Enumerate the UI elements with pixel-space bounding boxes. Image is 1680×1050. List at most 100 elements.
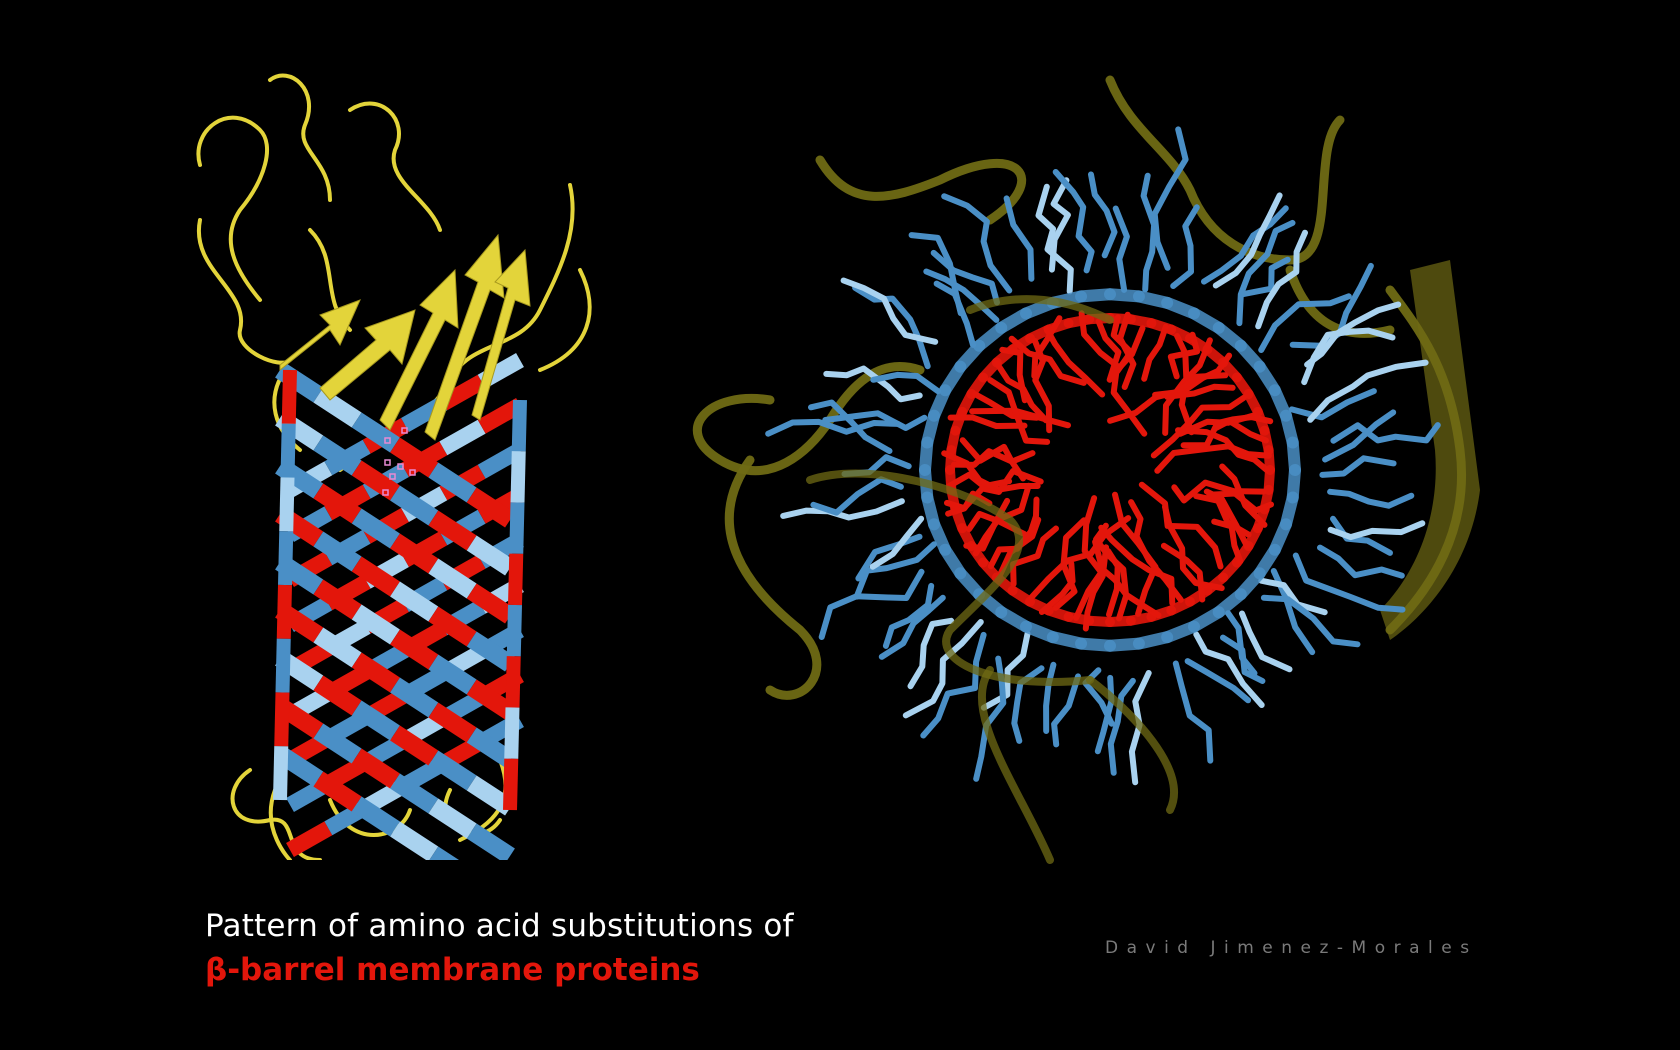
red-sidechain	[1138, 481, 1224, 570]
strand-segment	[351, 652, 400, 693]
strand-arrow-2	[379, 268, 459, 431]
foreground-loops	[806, 295, 1178, 864]
blue-sidechain	[878, 594, 946, 660]
strand-segment	[510, 451, 526, 503]
red-sidechain	[1160, 542, 1206, 603]
caption: Pattern of amino acid substitutions of β…	[205, 905, 905, 993]
strand-19	[503, 399, 527, 811]
blue-sidechain	[1088, 171, 1118, 259]
blue-sidechain	[920, 631, 987, 739]
olive-front-loop-1	[1086, 676, 1178, 814]
blue-sidechains	[765, 126, 1441, 786]
strand-segment	[428, 558, 477, 599]
strand-segment	[390, 725, 439, 766]
strand-18	[273, 369, 297, 801]
blue-sidechain	[930, 249, 1000, 306]
red-sidechain	[972, 391, 1040, 421]
red-sidechain	[1154, 443, 1272, 474]
strand-segment	[390, 773, 439, 814]
strand-segment	[390, 437, 439, 478]
marker-6	[382, 489, 389, 496]
blue-sidechain	[869, 515, 925, 570]
red-sidechains	[941, 310, 1275, 632]
strand-16	[275, 698, 515, 860]
marker-3	[397, 463, 404, 470]
olive-loop-2	[724, 455, 822, 700]
strand-segment	[428, 750, 477, 791]
strand-segment	[466, 679, 515, 720]
strand-segment	[466, 823, 515, 860]
red-sidechain	[1038, 560, 1076, 615]
blue-sidechain	[882, 582, 935, 649]
red-sidechain	[1203, 488, 1250, 549]
strand-segment	[351, 460, 400, 501]
red-sidechain	[1141, 323, 1169, 382]
strand-segment	[428, 510, 477, 551]
marker-5	[389, 473, 396, 480]
blue-sidechain	[902, 619, 984, 719]
red-sidechain	[1150, 394, 1247, 459]
blue-sidechain	[1043, 661, 1057, 734]
blue-sidechain	[1304, 301, 1402, 368]
blue-sidechain	[1258, 577, 1328, 616]
blue-sidechain	[1107, 677, 1136, 776]
strand-arrow-1	[319, 309, 416, 401]
strand-segment	[503, 758, 519, 811]
blue-sidechain	[1330, 515, 1393, 556]
strand-segment	[351, 556, 400, 597]
strand-segment	[351, 700, 400, 741]
loop-ribbon-0	[196, 115, 270, 302]
red-backbone-segment	[1263, 445, 1275, 475]
red-sidechain	[1164, 383, 1236, 400]
red-sidechain	[1162, 337, 1213, 436]
strand-segment	[313, 531, 362, 572]
strand-segment	[351, 412, 400, 453]
blue-sidechain	[1052, 169, 1095, 274]
blue-sidechain	[1151, 126, 1189, 271]
strand-segment	[280, 423, 296, 478]
strand-segment	[274, 692, 290, 747]
strand-segment	[313, 579, 362, 620]
marker-0	[384, 437, 391, 444]
blue-sidechain	[1330, 422, 1441, 444]
blue-sidechain	[808, 399, 893, 454]
strand-segment	[390, 629, 439, 670]
olive-loop-0	[815, 155, 1026, 225]
red-sidechain	[1219, 463, 1268, 528]
strand-segment	[351, 508, 400, 549]
blue-sidechain	[1307, 359, 1429, 423]
strand-segment	[439, 419, 486, 456]
strand-segment	[313, 723, 362, 764]
strand-segment	[505, 656, 521, 708]
red-sidechain	[1095, 318, 1122, 383]
strand-arrow-0	[279, 299, 361, 372]
olive-front-loop-3	[977, 666, 1054, 864]
strand-segment	[506, 604, 522, 657]
strand-9	[275, 362, 515, 528]
blue-sidechain	[1140, 172, 1158, 293]
loop-ribbon-2	[348, 101, 442, 232]
strand-segment	[428, 462, 477, 503]
blue-sidechain	[1260, 594, 1361, 648]
red-sidechain	[1028, 515, 1132, 601]
beta-barrel-side-view-image	[196, 73, 592, 860]
strand-segment	[428, 702, 477, 743]
strand-segment	[279, 477, 295, 532]
red-sidechain	[1043, 325, 1106, 398]
strand-13	[275, 554, 515, 720]
strand-segment	[428, 654, 477, 695]
strand-segment	[428, 606, 477, 647]
blue-sidechain	[1239, 610, 1293, 673]
strand-arrows	[279, 233, 531, 441]
caption-subtitle: β-barrel membrane proteins	[205, 952, 700, 988]
strand-segment	[278, 531, 294, 586]
strand-segment	[313, 627, 362, 668]
beta-barrel-top-view-image	[693, 75, 1480, 864]
blue-sidechain	[1193, 631, 1265, 708]
red-sidechain	[1010, 525, 1059, 587]
strand-segment	[313, 675, 362, 716]
strand-segment	[466, 487, 515, 528]
blue-sidechain	[822, 410, 928, 431]
marker-1	[401, 427, 408, 434]
strand-segment	[390, 533, 439, 574]
